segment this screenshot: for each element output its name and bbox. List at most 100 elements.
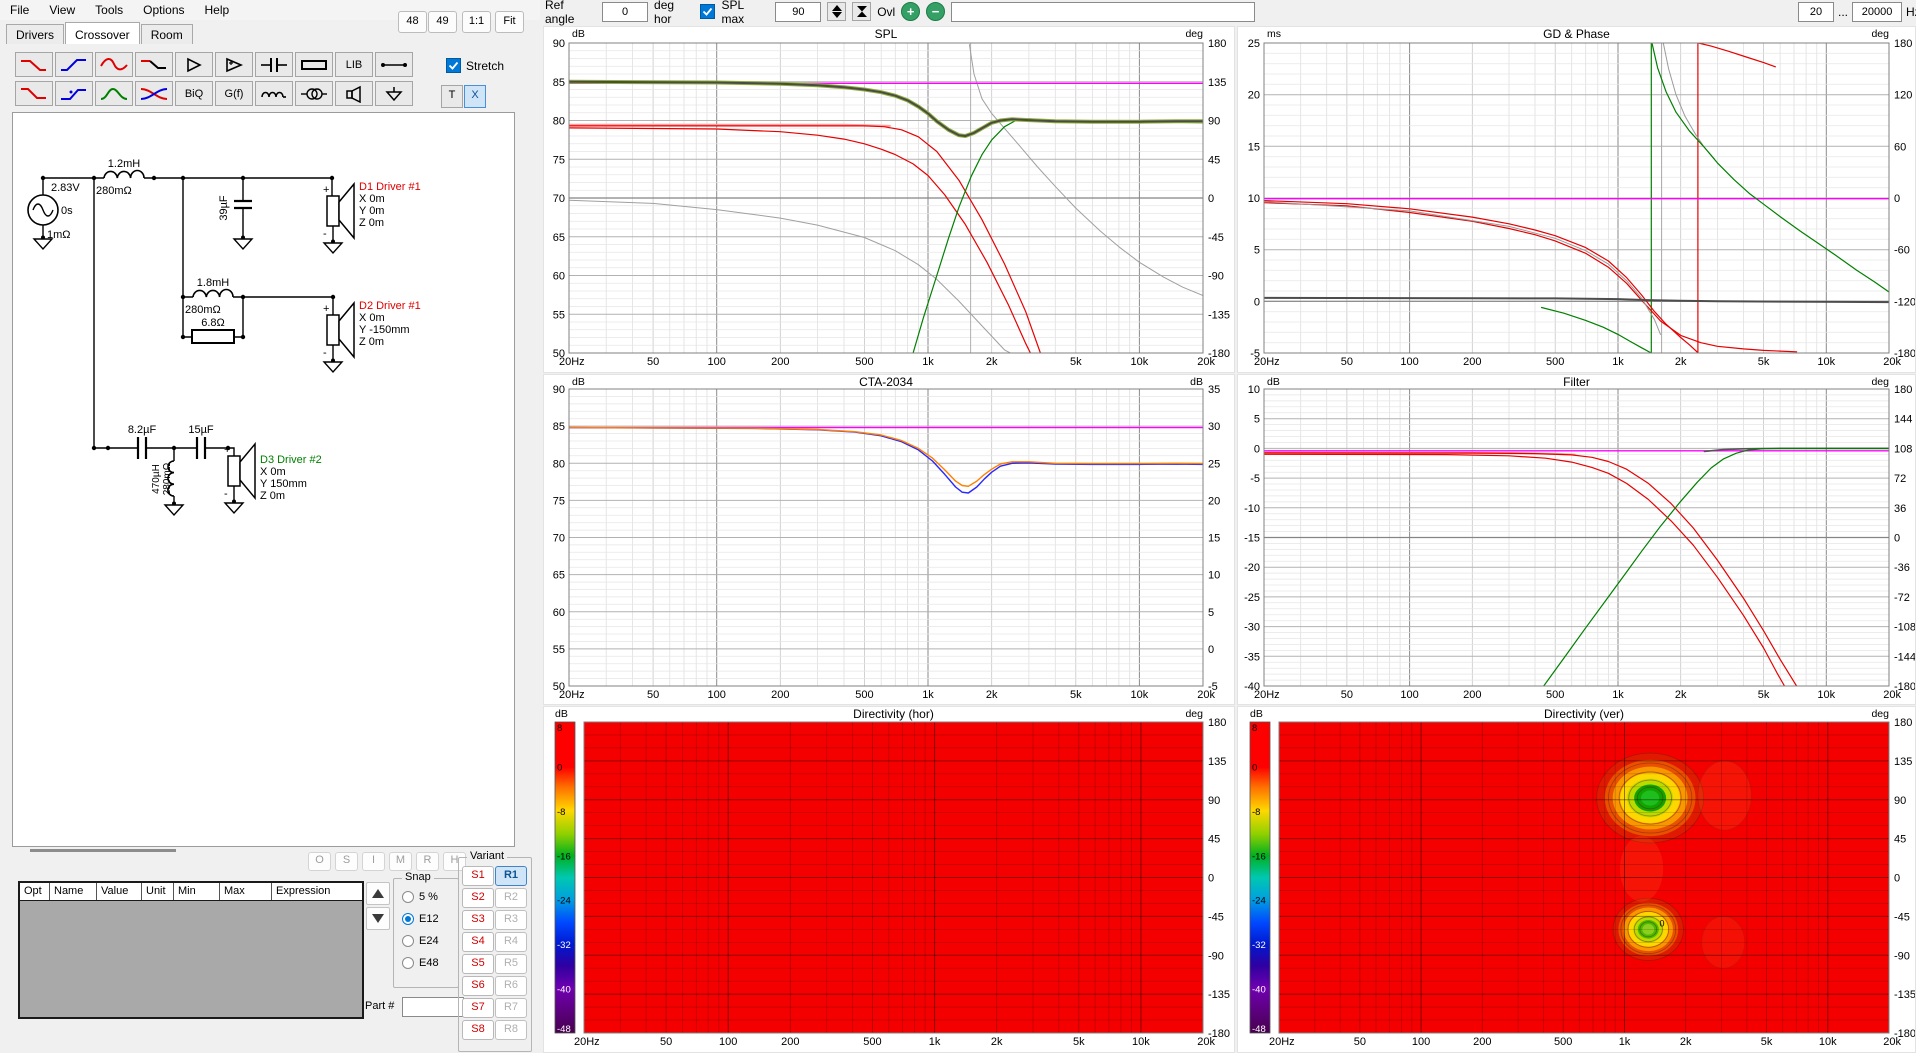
snap-e12-radio[interactable]	[402, 913, 414, 925]
tab-drivers[interactable]: Drivers	[6, 24, 64, 44]
variant-s3-button[interactable]: S3	[462, 910, 494, 930]
crossover-schematic[interactable]: 2.83V 0s 1mΩ 1.2mH 280mΩ 39µF + - D1 Dri…	[12, 112, 515, 847]
svg-text:dB: dB	[1190, 376, 1203, 388]
crossover-block-button[interactable]	[135, 81, 173, 106]
zoom-fit-button[interactable]: Fit	[495, 11, 524, 33]
shelf-down-block-button[interactable]	[15, 81, 53, 106]
capacitor-c3[interactable]: 15µF	[188, 424, 214, 459]
variant-r5-button[interactable]: R5	[495, 954, 527, 974]
menu-options[interactable]: Options	[133, 1, 194, 19]
l1-res-label: 280mΩ	[96, 185, 132, 197]
stretch-checkbox[interactable]	[446, 58, 461, 73]
gd-phase-chart-panel[interactable]: 2520151050-5180120600-60-120-180GD & Pha…	[1237, 26, 1916, 373]
filter-chart-panel[interactable]: 1050-5-10-15-20-25-30-35-401801441087236…	[1237, 374, 1916, 705]
snap-5pct-radio[interactable]	[402, 891, 414, 903]
snap-e48-radio[interactable]	[402, 957, 414, 969]
zoom-1to1-button[interactable]: 1:1	[462, 11, 491, 33]
ground-button[interactable]	[375, 81, 413, 106]
capacitor-c1[interactable]: 39µF	[218, 195, 252, 221]
component-table[interactable]: Opt Name Value Unit Min Max Expression	[18, 881, 364, 1019]
transformer-button[interactable]	[295, 81, 333, 106]
resistor-button[interactable]	[295, 52, 333, 77]
shelf-block-button[interactable]	[135, 52, 173, 77]
svg-text:50: 50	[1354, 1036, 1366, 1048]
variant-r4-button[interactable]: R4	[495, 932, 527, 952]
move-row-up-button[interactable]	[366, 882, 390, 905]
opamp-block-button[interactable]	[215, 52, 253, 77]
variant-r1-button[interactable]: R1	[495, 866, 527, 886]
variant-s1-button[interactable]: S1	[462, 866, 494, 886]
driver-d1[interactable]: + - D1 Driver #1 X 0m Y 0m Z 0m	[323, 181, 421, 240]
menu-tools[interactable]: Tools	[85, 1, 133, 19]
opt-m-button[interactable]: M	[389, 852, 412, 871]
speaker-button[interactable]	[335, 81, 373, 106]
svg-text:70: 70	[553, 193, 565, 205]
variant-r6-button[interactable]: R6	[495, 976, 527, 996]
inductor-l3[interactable]: 470µH 280mΩ	[151, 461, 174, 496]
cta2034-chart-panel[interactable]: 90858075706560555035302520151050-5CTA-20…	[543, 374, 1235, 705]
variant-s4-button[interactable]: S4	[462, 932, 494, 952]
wire-button[interactable]	[375, 52, 413, 77]
overlay-add-button[interactable]: +	[901, 2, 920, 21]
variant-r7-button[interactable]: R7	[495, 998, 527, 1018]
freq-min-input[interactable]	[1798, 2, 1834, 22]
svg-text:1k: 1k	[1612, 689, 1624, 701]
spl-max-input[interactable]	[775, 2, 821, 22]
svg-text:5k: 5k	[1761, 1036, 1773, 1048]
move-row-down-button[interactable]	[366, 907, 390, 930]
spl-max-stepper[interactable]	[827, 2, 846, 21]
variant-s8-button[interactable]: S8	[462, 1020, 494, 1040]
menu-file[interactable]: File	[0, 1, 39, 19]
capacitor-c2[interactable]: 8.2µF	[128, 424, 157, 459]
svg-text:-72: -72	[1894, 592, 1910, 604]
highpass-block-button[interactable]	[55, 52, 93, 77]
directivity-hor-chart-panel[interactable]: 80-8-16-24-32-40-4818013590450-45-90-135…	[543, 706, 1235, 1053]
target-step-button[interactable]	[55, 81, 93, 106]
variant-s5-button[interactable]: S5	[462, 954, 494, 974]
grid-48-button[interactable]: 48	[398, 11, 427, 33]
buffer-block-button[interactable]	[175, 52, 213, 77]
tab-crossover[interactable]: Crossover	[65, 22, 140, 44]
deg-hor-checkbox[interactable]	[700, 4, 715, 19]
ref-angle-input[interactable]	[602, 2, 648, 22]
variant-r2-button[interactable]: R2	[495, 888, 527, 908]
capacitor-button[interactable]	[255, 52, 293, 77]
opt-i-button[interactable]: I	[362, 852, 385, 871]
variant-r3-button[interactable]: R3	[495, 910, 527, 930]
overlay-name-field[interactable]	[951, 2, 1255, 22]
resistor-r2[interactable]: 6.8Ω	[192, 317, 234, 343]
opt-o-button[interactable]: O	[308, 852, 331, 871]
menu-help[interactable]: Help	[195, 1, 240, 19]
snap-e24-radio[interactable]	[402, 935, 414, 947]
voltage-source[interactable]: 2.83V 0s 1mΩ	[28, 182, 80, 241]
overlay-remove-button[interactable]: −	[926, 2, 945, 21]
gain-function-button[interactable]: G(f)	[215, 81, 253, 106]
spl-chart-panel[interactable]: 90858075706560555018013590450-45-90-135-…	[543, 26, 1235, 373]
bandpass-block-button[interactable]	[95, 52, 133, 77]
variant-r8-button[interactable]: R8	[495, 1020, 527, 1040]
driver-d2[interactable]: + - D2 Driver #1 X 0m Y -150mm Z 0m	[323, 300, 421, 359]
peak-block-button[interactable]	[95, 81, 133, 106]
autoscale-button[interactable]	[852, 2, 871, 21]
freq-max-input[interactable]	[1852, 2, 1902, 22]
menu-view[interactable]: View	[39, 1, 85, 19]
svg-text:0: 0	[1660, 919, 1665, 929]
part-number-input[interactable]	[402, 997, 464, 1017]
inductor-button[interactable]	[255, 81, 293, 106]
tab-room[interactable]: Room	[141, 24, 193, 44]
source-delay-label: 0s	[61, 205, 73, 217]
t-mode-button[interactable]: T	[441, 85, 463, 108]
opt-s-button[interactable]: S	[335, 852, 358, 871]
grid-49-button[interactable]: 49	[428, 11, 457, 33]
lowpass-block-button[interactable]	[15, 52, 53, 77]
opt-r-button[interactable]: R	[416, 852, 439, 871]
variant-s2-button[interactable]: S2	[462, 888, 494, 908]
schematic-hscrollbar[interactable]	[30, 849, 176, 852]
driver-d3[interactable]: + - D3 Driver #2 X 0m Y 150mm Z 0m	[224, 444, 322, 502]
biquad-button[interactable]: BiQ	[175, 81, 213, 106]
variant-s6-button[interactable]: S6	[462, 976, 494, 996]
variant-s7-button[interactable]: S7	[462, 998, 494, 1018]
x-mode-button[interactable]: X	[464, 85, 486, 108]
directivity-ver-chart-panel[interactable]: 80-8-16-24-32-40-48018013590450-45-90-13…	[1237, 706, 1916, 1053]
library-button[interactable]: LIB	[335, 52, 373, 77]
